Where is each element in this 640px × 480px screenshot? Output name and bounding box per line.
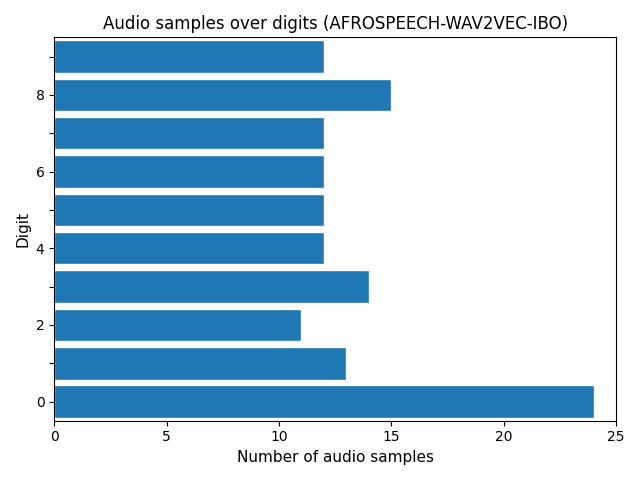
Title: Audio samples over digits (AFROSPEECH-WAV2VEC-IBO): Audio samples over digits (AFROSPEECH-WA…: [102, 15, 568, 33]
Bar: [54, 309, 301, 341]
Bar: [54, 347, 346, 380]
Bar: [54, 40, 324, 73]
Bar: [54, 232, 324, 264]
Bar: [54, 385, 594, 418]
Bar: [54, 79, 392, 111]
X-axis label: Number of audio samples: Number of audio samples: [237, 450, 434, 465]
Bar: [54, 155, 324, 188]
Bar: [54, 270, 369, 303]
Y-axis label: Digit: Digit: [15, 211, 30, 247]
Bar: [54, 193, 324, 226]
Bar: [54, 117, 324, 149]
